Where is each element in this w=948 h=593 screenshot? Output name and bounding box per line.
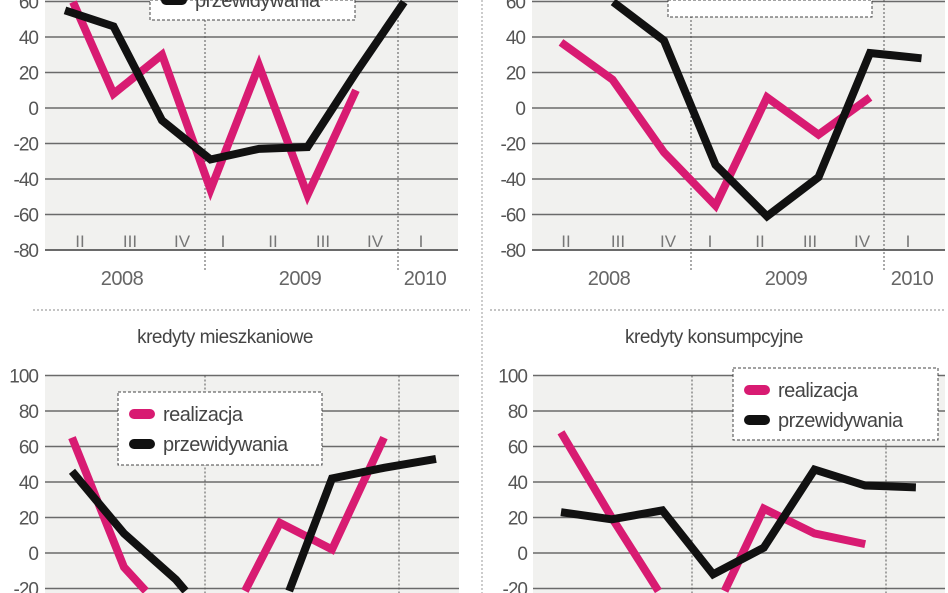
legend-box bbox=[732, 367, 939, 441]
y-tick-label: -40 bbox=[14, 170, 39, 191]
plot-area bbox=[45, 0, 458, 250]
x-tick-label: I bbox=[419, 232, 424, 251]
legend-label: realizacja bbox=[163, 404, 244, 426]
legend-box bbox=[667, 0, 873, 18]
y-tick-label: 100 bbox=[498, 367, 527, 388]
y-tick-label: 60 bbox=[508, 438, 528, 459]
y-tick-label: -20 bbox=[14, 135, 39, 156]
x-tick-label: III bbox=[123, 232, 137, 251]
x-tick-label: IV bbox=[174, 232, 191, 251]
y-tick-label: 20 bbox=[19, 64, 39, 85]
y-tick-label: 20 bbox=[19, 509, 39, 530]
y-tick-label: 100 bbox=[9, 367, 38, 388]
year-label: 2008 bbox=[101, 268, 144, 290]
x-tick-label: III bbox=[611, 232, 625, 251]
legend: realizacja przewidywania bbox=[732, 367, 939, 441]
y-tick-label: -80 bbox=[501, 241, 526, 262]
y-tick-label: 0 bbox=[515, 99, 525, 120]
y-tick-label: 20 bbox=[508, 509, 528, 530]
chart-title: kredyty mieszkaniowe bbox=[137, 327, 313, 348]
y-tick-label: 40 bbox=[19, 28, 39, 49]
legend bbox=[667, 0, 873, 18]
x-tick-label: I bbox=[708, 232, 713, 251]
legend-label: przewidywania bbox=[778, 410, 904, 432]
x-tick-label: III bbox=[316, 232, 330, 251]
series-line-przewidywania bbox=[285, 454, 437, 593]
y-tick-label: -20 bbox=[14, 580, 39, 593]
legend-box bbox=[117, 391, 323, 466]
y-tick-label: -80 bbox=[14, 241, 39, 262]
y-tick-label: 80 bbox=[508, 402, 528, 423]
x-tick-label: II bbox=[561, 232, 570, 251]
plot-area bbox=[532, 0, 945, 250]
x-tick-label: II bbox=[75, 232, 84, 251]
y-tick-label: 0 bbox=[28, 99, 38, 120]
x-tick-label: IV bbox=[660, 232, 677, 251]
y-tick-label: -20 bbox=[501, 135, 526, 156]
y-tick-label: 0 bbox=[28, 544, 38, 565]
x-tick-label: III bbox=[803, 232, 817, 251]
year-label: 2008 bbox=[588, 268, 631, 290]
legend-box bbox=[149, 0, 356, 21]
y-tick-label: 60 bbox=[19, 0, 39, 14]
legend-label: przewidywania bbox=[163, 434, 289, 456]
year-label: 2009 bbox=[765, 268, 808, 290]
legend: realizacja przewidywania bbox=[117, 391, 323, 466]
y-tick-label: 0 bbox=[517, 544, 527, 565]
series-line-przewidywania bbox=[560, 464, 917, 580]
y-tick-label: -20 bbox=[503, 580, 528, 593]
x-tick-label: I bbox=[906, 232, 911, 251]
y-tick-label: -40 bbox=[501, 170, 526, 191]
year-label: 2010 bbox=[891, 268, 934, 290]
chart-panel-4: kredyty konsumpcyjne -20 0 20 40 60 80 100 reali… bbox=[498, 327, 945, 593]
y-tick-label: 60 bbox=[506, 0, 526, 14]
series-line-przewidywania bbox=[68, 468, 189, 593]
x-tick-label: IV bbox=[854, 232, 871, 251]
y-tick-label: 40 bbox=[506, 28, 526, 49]
x-tick-label: I bbox=[221, 232, 226, 251]
chart-title: kredyty konsumpcyjne bbox=[625, 327, 803, 348]
series-line-przewidywania bbox=[63, 0, 408, 164]
legend-label: przewidywania bbox=[195, 0, 321, 12]
y-tick-label: -60 bbox=[14, 206, 39, 227]
x-tick-label: II bbox=[268, 232, 277, 251]
legend-label: realizacja bbox=[778, 380, 859, 402]
y-tick-label: -60 bbox=[501, 206, 526, 227]
chart-panel-3: kredyty mieszkaniowe -20 0 20 40 60 80 100 reali… bbox=[9, 327, 459, 593]
legend: przewidywania bbox=[149, 0, 356, 21]
y-tick-label: 40 bbox=[19, 473, 39, 494]
year-label: 2010 bbox=[404, 268, 447, 290]
y-tick-label: 80 bbox=[19, 402, 39, 423]
y-tick-label: 40 bbox=[508, 473, 528, 494]
series-line-realizacja bbox=[720, 503, 867, 593]
y-tick-label: 20 bbox=[506, 64, 526, 85]
year-label: 2009 bbox=[279, 268, 322, 290]
x-tick-label: IV bbox=[367, 232, 384, 251]
x-tick-label: II bbox=[755, 232, 764, 251]
y-tick-label: 60 bbox=[19, 438, 39, 459]
